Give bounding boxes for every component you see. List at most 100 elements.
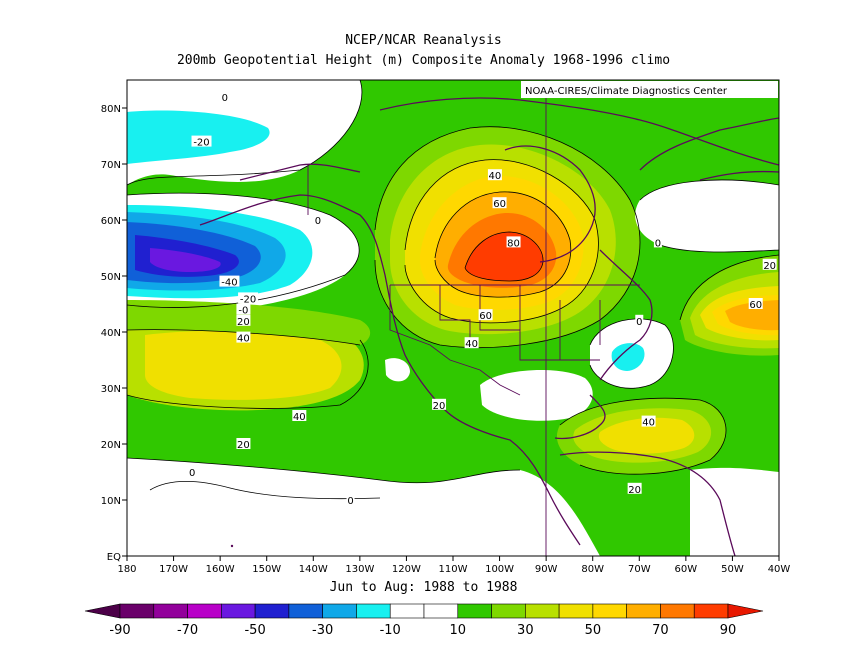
lon-tick-label: 140W xyxy=(299,564,328,575)
contour-lines xyxy=(127,80,779,500)
contour-label: 60 xyxy=(493,199,506,210)
neg-gulf xyxy=(480,369,593,421)
colorbar-segment xyxy=(221,603,256,619)
contour-label-bg xyxy=(219,275,240,287)
contour-label: 80 xyxy=(507,238,520,249)
contour-label-bg xyxy=(292,410,307,421)
contour-label: 20 xyxy=(763,261,776,272)
contour-label: -0 xyxy=(238,306,248,317)
period-label: Jun to Aug: 1988 to 1988 xyxy=(329,580,518,595)
pos-60-atl xyxy=(725,300,779,331)
colorbar-segment xyxy=(491,603,526,619)
contour-label: 40 xyxy=(293,412,306,423)
colorbar-over-arrow xyxy=(727,603,764,619)
colorbar-segment xyxy=(558,603,594,619)
colorbar-segment xyxy=(187,603,222,619)
lon-tick-label: 150W xyxy=(252,564,281,575)
contour-label: -20 xyxy=(193,138,209,149)
pos-80-na xyxy=(465,232,544,281)
anomaly-field xyxy=(127,80,779,556)
longitude-axis: 180 170W 160W 150W 140W 130W 120W 110W 100W 90W 80… xyxy=(117,556,790,575)
contour-label: 0 xyxy=(222,93,228,104)
contour-label: 40 xyxy=(489,171,502,182)
lon-tick-label: 130W xyxy=(345,564,374,575)
neg-50 xyxy=(150,248,221,272)
contour-label: 0 xyxy=(189,468,195,479)
colorbar-segment xyxy=(693,603,729,619)
lon-tick-label: 180 xyxy=(117,564,136,575)
coastlines xyxy=(199,97,779,556)
contour-label: 20 xyxy=(628,485,641,496)
contour-label-bg xyxy=(236,303,251,315)
contour-label-bg xyxy=(236,314,251,326)
contour-label-bg xyxy=(220,90,229,102)
lat-tick-label: 60N xyxy=(101,216,121,227)
colorbar-label: -30 xyxy=(312,623,333,638)
contour-label-bg xyxy=(313,214,322,225)
pos-40-pacific xyxy=(145,330,342,400)
lat-tick-label: 80N xyxy=(101,104,121,115)
latitude-axis: 80N 70N 60N 50N 40N 30N 20N 10N EQ xyxy=(101,104,127,563)
neg-baja xyxy=(385,358,410,382)
chart-subtitle: 200mb Geopotential Height (m) Composite … xyxy=(176,53,671,68)
lon-tick-label: 70W xyxy=(628,564,651,575)
colorbar-label: -70 xyxy=(177,623,198,638)
contour-labels: 0-200-40-20-0204040608060400204020000206… xyxy=(188,90,777,507)
contour-label: 20 xyxy=(237,317,250,328)
lat-tick-label: 20N xyxy=(101,440,121,451)
contour-label: -20 xyxy=(240,294,256,305)
contour-label: 0 xyxy=(347,496,353,507)
contour-label-bg xyxy=(627,482,642,494)
contour-label-bg xyxy=(478,309,493,321)
colorbar-segment xyxy=(525,603,560,619)
lon-tick-label: 110W xyxy=(439,564,468,575)
colorbar-segment xyxy=(423,603,459,619)
lat-tick-label: EQ xyxy=(107,552,121,563)
contour-label-bg xyxy=(236,438,251,449)
contour-label-bg xyxy=(506,236,521,248)
lon-tick-label: 120W xyxy=(392,564,421,575)
contour-label-bg xyxy=(487,169,502,181)
contour-label: 0 xyxy=(655,238,661,249)
credit-text: NOAA-CIRES/Climate Diagnostics Center xyxy=(525,86,728,97)
contour-label: 60 xyxy=(479,311,492,322)
colorbar-label: 70 xyxy=(652,623,669,638)
lon-tick-label: 160W xyxy=(206,564,235,575)
lon-tick-label: 80W xyxy=(581,564,604,575)
colorbar-segment xyxy=(626,603,661,619)
colorbar-segment xyxy=(119,603,155,619)
colorbar-label: -90 xyxy=(109,623,130,638)
lon-tick-label: 100W xyxy=(485,564,514,575)
contour-label-bg xyxy=(464,337,479,349)
contour-label-bg xyxy=(346,494,355,505)
colorbar-segment xyxy=(457,603,492,619)
colorbar-segment xyxy=(356,603,391,619)
lat-tick-label: 30N xyxy=(101,384,121,395)
lat-tick-label: 70N xyxy=(101,160,121,171)
colorbar-label: 50 xyxy=(585,623,602,638)
colorbar-segment xyxy=(592,603,627,619)
neg-east-canada xyxy=(635,180,779,253)
colorbar-label: 10 xyxy=(450,623,467,638)
colorbar-label: -10 xyxy=(380,623,401,638)
contour-label: 40 xyxy=(465,339,478,350)
colorbar-segment xyxy=(389,603,425,619)
colorbar-label: -50 xyxy=(244,623,265,638)
colorbar-under-arrow xyxy=(84,603,121,619)
chart-title: NCEP/NCAR Reanalysis xyxy=(345,33,502,48)
colorbar-segment xyxy=(153,603,188,619)
contour-label-bg xyxy=(492,197,507,209)
contour-label: 60 xyxy=(749,300,762,311)
contour-label-bg xyxy=(635,314,644,326)
contour-label: 0 xyxy=(315,216,321,227)
lon-tick-label: 50W xyxy=(721,564,744,575)
contour-label-bg xyxy=(236,331,251,343)
lon-tick-label: 170W xyxy=(159,564,188,575)
colorbar-label: 30 xyxy=(517,623,534,638)
contour-label-bg xyxy=(762,258,777,270)
contour-label-bg xyxy=(432,398,447,410)
zero-band-south xyxy=(127,458,600,556)
contour-label-bg xyxy=(748,298,763,309)
lon-tick-label: 60W xyxy=(675,564,698,575)
